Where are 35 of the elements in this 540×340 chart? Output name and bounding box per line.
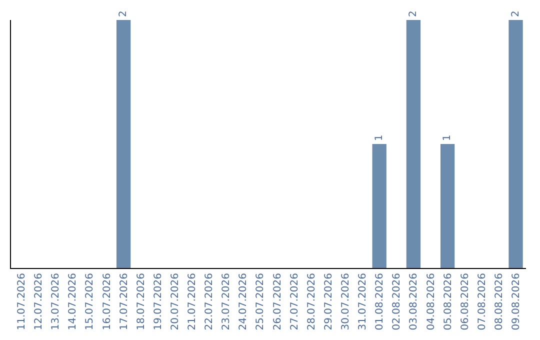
data-label: 2 [408, 10, 419, 17]
x-tick-label: 04.08.2026 [426, 273, 437, 330]
x-tick-label: 17.07.2026 [118, 273, 130, 330]
x-tick-label: 31.07.2026 [358, 273, 369, 330]
x-tick-label: 15.07.2026 [84, 273, 96, 330]
x-tick-label: 09.08.2026 [511, 273, 522, 330]
x-tick-label: 14.07.2026 [68, 273, 79, 330]
x-tick-label: 16.07.2026 [102, 273, 113, 330]
data-label: 2 [118, 10, 130, 17]
x-tick-label: 05.08.2026 [442, 273, 454, 330]
x-tick-label: 30.07.2026 [340, 273, 352, 330]
x-tick-label: 08.08.2026 [494, 273, 505, 330]
data-label: 1 [442, 134, 454, 141]
x-tick-label: 12.07.2026 [34, 273, 45, 330]
x-tick-label: 13.07.2026 [50, 273, 62, 330]
x-tick-label: 27.07.2026 [289, 273, 300, 330]
x-tick-label: 06.08.2026 [460, 273, 471, 330]
data-label: 2 [510, 10, 522, 17]
x-tick-label: 20.07.2026 [170, 273, 181, 330]
x-tick-label: 21.07.2026 [187, 273, 198, 330]
x-tick-label: 26.07.2026 [272, 273, 284, 330]
x-tick-label: 03.08.2026 [408, 273, 420, 330]
x-tick-label: 07.08.2026 [476, 273, 488, 330]
data-label: 1 [374, 134, 385, 141]
x-tick-label: 18.07.2026 [136, 273, 147, 330]
x-tick-label: 11.07.2026 [16, 273, 28, 330]
x-tick-label: 29.07.2026 [323, 273, 334, 330]
x-tick-label: 19.07.2026 [152, 273, 164, 330]
x-tick-label: 25.07.2026 [255, 273, 266, 330]
x-tick-label: 01.08.2026 [374, 273, 386, 330]
x-tick-label: 24.07.2026 [238, 273, 250, 330]
x-tick-label: 23.07.2026 [221, 273, 232, 330]
x-tick-label: 28.07.2026 [306, 273, 318, 330]
x-tick-label: 22.07.2026 [204, 273, 216, 330]
x-tick-label: 02.08.2026 [392, 273, 403, 330]
